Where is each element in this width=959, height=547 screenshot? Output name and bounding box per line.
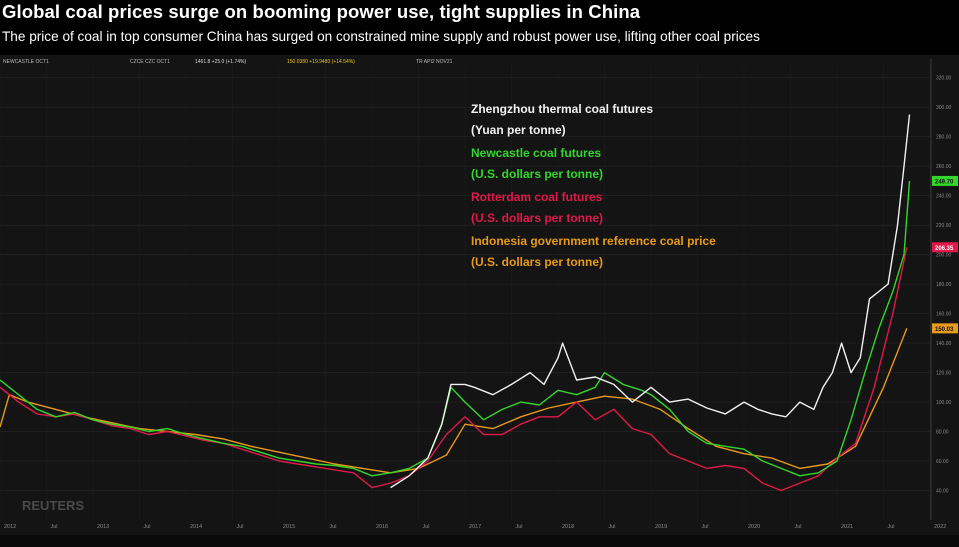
y-tick-label: 40.00 [936,489,949,495]
x-tick-label: 2018 [562,524,574,530]
x-tick-label: Jul [888,524,895,530]
y-tick-label: 60.00 [936,459,949,465]
grid-lines [0,63,931,520]
y-tick-label: 120.00 [936,371,952,377]
legend-name-newcastle-coal-futures: Newcastle coal futures [471,146,601,160]
x-tick-label: 2014 [190,524,202,530]
value-flag-label: 206.35 [935,246,954,252]
x-tick-label: 2017 [469,524,481,530]
toolbar-series-2: CZCE CZC OCT1 [130,59,170,65]
legend-name-rotterdam-coal-futures: Rotterdam coal futures [471,190,603,204]
y-tick-label: 200.00 [936,253,952,259]
x-tick-label: Jul [51,524,58,530]
x-tick-label: Jul [330,524,337,530]
y-tick-label: 160.00 [936,312,952,318]
value-flag-bg [932,323,958,334]
chart-subtitle: The price of coal in top consumer China … [2,29,760,44]
x-tick-label: 2021 [841,524,853,530]
bottom-bar [0,535,959,547]
series-line-newcastle-coal-futures [0,180,911,477]
y-tick-label: 140.00 [936,341,952,347]
value-flag-newcastle-coal-futures: 249.70 [932,175,958,186]
right-axis-flags: 249.70 206.35 150.03 [932,175,958,334]
chart-title: Global coal prices surge on booming powe… [2,1,641,22]
y-tick-label: 320.00 [936,76,952,82]
legend-unit-newcastle-coal-futures: (U.S. dollars per tonne) [471,167,603,181]
x-tick-label: Jul [609,524,616,530]
x-tick-label: Jul [795,524,802,530]
series-line-rotterdam-coal-futures [0,247,908,492]
series-line-indonesia-government-reference-coal-price [0,328,908,474]
x-tick-label: 2020 [748,524,760,530]
toolbar-series-2-value: 1461.8 +25.0 (+1.74%) [195,59,246,65]
x-tick-label: Jul [516,524,523,530]
series-lines [0,114,911,492]
x-tick-label: 2022 [934,524,946,530]
legend-name-indonesia-government-reference-coal-price: Indonesia government reference coal pric… [471,234,716,248]
x-tick-label: 2016 [376,524,388,530]
value-flag-bg [932,242,958,253]
series-toolbar: NEWCASTLE OCT1 CZCE CZC OCT1 1461.8 +25.… [3,59,453,65]
value-flag-rotterdam-coal-futures: 206.35 [932,242,958,253]
toolbar-series-1: NEWCASTLE OCT1 [3,59,49,65]
legend-unit-rotterdam-coal-futures: (U.S. dollars per tonne) [471,211,603,225]
value-flag-label: 249.70 [935,179,954,185]
legend-name-zhengzhou-thermal-coal-futures: Zhengzhou thermal coal futures [471,102,653,116]
x-tick-label: Jul [237,524,244,530]
y-tick-label: 300.00 [936,105,952,111]
x-tick-label: Jul [144,524,151,530]
value-flag-bg [932,175,958,186]
legend: Zhengzhou thermal coal futures (Yuan per … [471,102,716,269]
value-flag-indonesia-government-reference-coal-price: 150.03 [932,323,958,334]
y-tick-label: 260.00 [936,164,952,170]
value-flag-label: 150.03 [935,327,954,333]
reuters-watermark: REUTERS [22,498,84,513]
x-tick-label: Jul [702,524,709,530]
y-tick-label: 80.00 [936,430,949,436]
x-tick-label: Jul [423,524,430,530]
toolbar-series-4: TR API2 NOV21 [416,59,453,65]
y-axis: 40.00 60.00 80.00 100.00 120.00 140.00 160.00 1… [930,59,952,520]
y-tick-label: 280.00 [936,135,952,141]
y-tick-label: 180.00 [936,282,952,288]
x-axis: 2012 Jul 2013 Jul 2014 Jul 2015 Jul 2016 Jul 2017 J… [4,524,946,530]
y-tick-label: 240.00 [936,194,952,200]
series-line-zhengzhou-thermal-coal-futures [390,114,911,489]
x-tick-label: 2013 [97,524,109,530]
x-tick-label: 2015 [283,524,295,530]
x-tick-label: 2019 [655,524,667,530]
legend-unit-zhengzhou-thermal-coal-futures: (Yuan per tonne) [471,123,566,137]
legend-unit-indonesia-government-reference-coal-price: (U.S. dollars per tonne) [471,255,603,269]
coal-price-chart: NEWCASTLE OCT1 CZCE CZC OCT1 1461.8 +25.… [0,59,959,547]
x-tick-label: 2012 [4,524,16,530]
y-tick-label: 220.00 [936,223,952,229]
y-tick-label: 100.00 [936,400,952,406]
toolbar-series-3-value: 150.0380 +19.9480 (+14.54%) [287,59,355,65]
